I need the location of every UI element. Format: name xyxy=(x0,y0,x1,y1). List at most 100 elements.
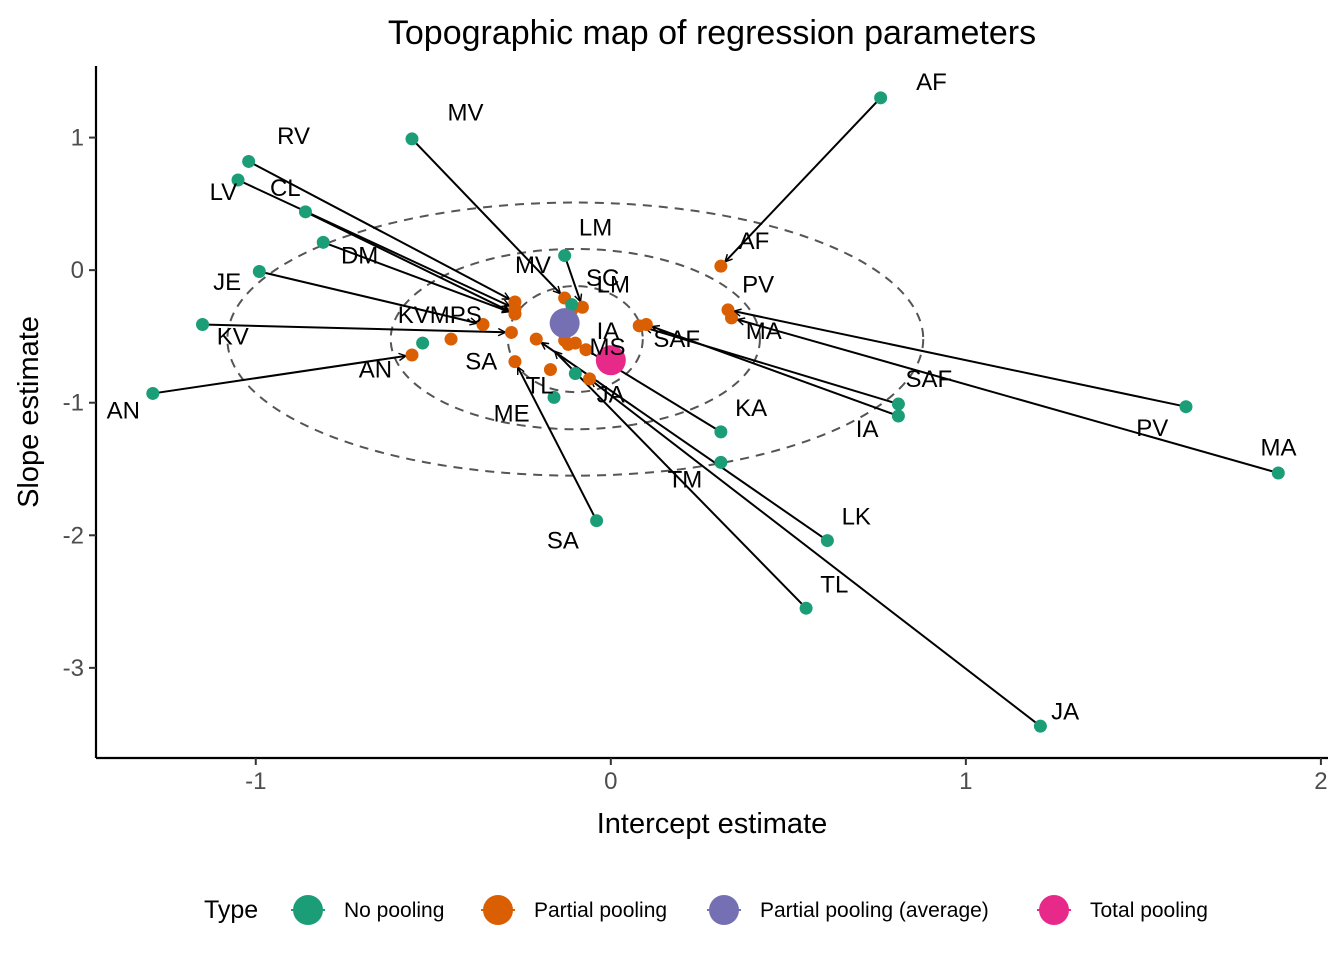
legend-key-swatch xyxy=(709,895,739,925)
point-label: RV xyxy=(277,123,310,150)
point-label: JA xyxy=(1051,699,1079,726)
partial-pooling-point xyxy=(504,325,518,339)
x-axis-ticks: -1 0 1 2 xyxy=(245,758,1328,795)
point-label: SA xyxy=(465,349,497,376)
total-pooling-point xyxy=(595,345,626,376)
point-label: LM xyxy=(597,272,630,299)
no-pooling-point xyxy=(416,336,430,350)
shrinkage-arrow xyxy=(737,320,1279,474)
no-pooling-point xyxy=(1033,719,1047,733)
contour-ellipse xyxy=(506,285,644,394)
chart-title: Topographic map of regression parameters xyxy=(388,14,1036,52)
point-label: KV xyxy=(398,302,430,329)
point-label: SAF xyxy=(653,326,700,353)
point-label: MV xyxy=(515,252,551,279)
x-tick-label: -1 xyxy=(245,768,266,795)
point-label: PV xyxy=(742,272,774,299)
no-pooling-point xyxy=(252,264,266,278)
y-tick-label: -3 xyxy=(63,655,84,682)
contour-ellipse xyxy=(226,201,925,477)
no-pooling-point xyxy=(196,318,210,332)
legend-entry-label: No pooling xyxy=(344,899,444,922)
point-label: AF xyxy=(739,228,770,255)
contour-ellipse xyxy=(389,247,761,431)
shrinkage-arrow xyxy=(152,356,406,395)
no-pooling-point xyxy=(565,298,579,312)
point-label: MV xyxy=(447,99,483,126)
point-label: DM xyxy=(341,243,378,270)
point-label: AF xyxy=(916,69,947,96)
x-tick-label: 2 xyxy=(1314,768,1327,795)
y-tick-label: 1 xyxy=(71,125,84,152)
partial-pooling-point xyxy=(561,337,575,351)
partial-pooling-point xyxy=(575,300,589,314)
partial-pooling-point xyxy=(444,332,458,346)
no-pooling-point xyxy=(242,154,256,168)
no-pooling-point xyxy=(146,386,160,400)
point-label: TL xyxy=(526,372,554,399)
legend-title: Type xyxy=(204,896,258,924)
x-tick-label: 0 xyxy=(604,768,617,795)
no-pooling-point xyxy=(568,367,582,381)
point-label: SAF xyxy=(905,366,952,393)
point-label: SC xyxy=(586,265,619,292)
point-label: TM xyxy=(668,467,703,494)
no-pooling-point xyxy=(799,601,813,615)
partial-pooling-point xyxy=(639,318,653,332)
shrinkage-arrow xyxy=(563,255,581,302)
point-label: LM xyxy=(579,215,612,242)
contour-layer xyxy=(226,201,925,477)
y-tick-label: -2 xyxy=(63,522,84,549)
point-label: IA xyxy=(597,318,620,345)
no-pooling-point xyxy=(1271,466,1285,480)
no-pooling-point xyxy=(820,534,834,548)
no-pooling-point xyxy=(316,235,330,249)
point-label: MS xyxy=(590,334,626,361)
no-pooling-point xyxy=(558,249,572,263)
y-tick-label: -1 xyxy=(63,390,84,417)
shrinkage-arrow xyxy=(725,97,882,262)
no-pooling-point xyxy=(714,455,728,469)
no-pooling-point xyxy=(298,205,312,219)
point-label: ME xyxy=(494,400,530,427)
shrinkage-arrow xyxy=(591,380,1042,727)
partial-pooling-point xyxy=(508,307,522,321)
shrinkage-arrow xyxy=(516,367,598,522)
partial-pooling-point xyxy=(725,311,739,325)
partial-pooling-average-point xyxy=(549,308,580,339)
no-pooling-point xyxy=(590,514,604,528)
arrow-layer xyxy=(152,97,1279,727)
point-label: MPS xyxy=(430,302,482,329)
legend-key-swatch xyxy=(1039,895,1069,925)
shrinkage-arrow xyxy=(322,241,509,311)
legend-entry-label: Partial pooling xyxy=(534,899,667,922)
partial-pooling-point xyxy=(529,332,543,346)
shrinkage-arrow xyxy=(259,270,477,323)
x-tick-label: 1 xyxy=(959,768,972,795)
no-pooling-point xyxy=(891,409,905,423)
legend-key-swatch xyxy=(483,895,513,925)
point-label: AN xyxy=(107,398,140,425)
point-label: TL xyxy=(820,571,848,598)
no-pooling-point xyxy=(547,390,561,404)
point-label: KV xyxy=(217,323,249,350)
y-tick-label: 0 xyxy=(71,257,84,284)
point-label: MA xyxy=(1261,435,1297,462)
partial-pooling-point xyxy=(508,355,522,369)
no-pooling-point xyxy=(405,132,419,146)
point-label: LV xyxy=(210,179,238,206)
point-label: JE xyxy=(213,269,241,296)
shrinkage-arrow xyxy=(202,323,506,333)
shrinkage-arrow xyxy=(411,138,561,294)
shrinkage-arrow xyxy=(541,343,828,542)
no-pooling-point xyxy=(891,397,905,411)
partial-pooling-point xyxy=(476,318,490,332)
point-label: MA xyxy=(746,318,782,345)
legend-entry-label: Partial pooling (average) xyxy=(760,899,989,922)
no-pooling-point xyxy=(714,425,728,439)
shrinkage-arrow xyxy=(237,179,509,306)
legend-key-swatch xyxy=(293,895,323,925)
no-pooling-point xyxy=(231,173,245,187)
shrinkage-arrow xyxy=(305,210,509,313)
